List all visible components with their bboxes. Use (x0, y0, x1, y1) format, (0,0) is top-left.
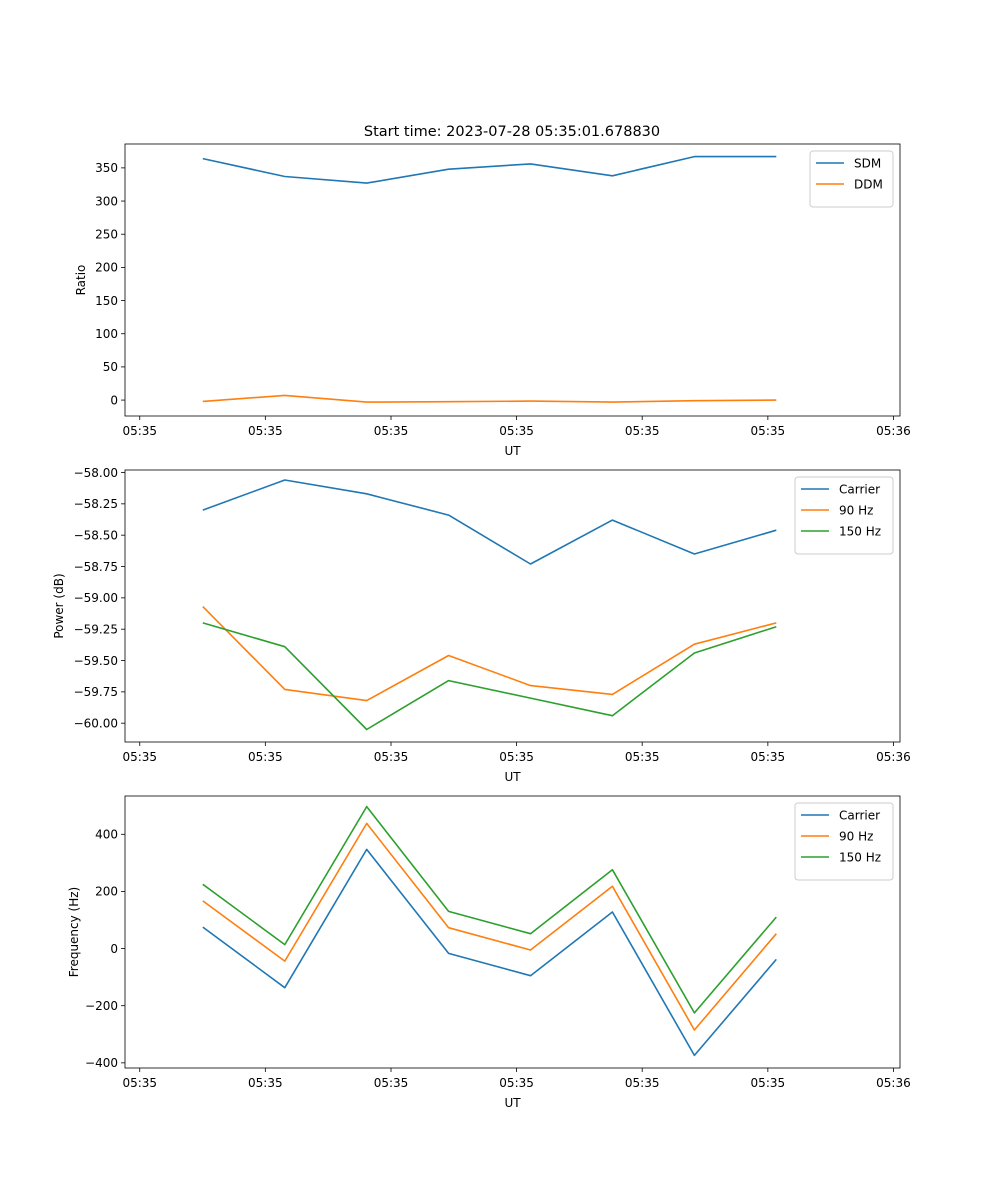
x-tick-label: 05:35 (122, 750, 157, 764)
y-tick-label: −58.00 (74, 466, 118, 480)
x-tick-label: 05:35 (751, 750, 786, 764)
x-tick-label: 05:36 (876, 424, 911, 438)
y-tick-label: 200 (95, 885, 118, 899)
legend: SDM DDM (809, 150, 894, 208)
chart-panel-1: 05:35 05:35 05:35 05:35 05:35 05:35 05:36 0 50 10… (74, 143, 911, 458)
legend: Carrier 90 Hz 150 Hz (794, 476, 894, 555)
series-line-ddm (202, 394, 777, 403)
series-line-150-hz (202, 622, 777, 731)
x-tick-label: 05:35 (499, 424, 534, 438)
legend-label: 90 Hz (839, 503, 873, 517)
y-tick-label: −59.25 (74, 622, 118, 636)
y-tick-label: −59.50 (74, 654, 118, 668)
legend-label: 150 Hz (839, 524, 881, 538)
y-tick-label: −58.50 (74, 528, 118, 542)
y-tick-label: −59.75 (74, 685, 118, 699)
axes-frame (124, 143, 901, 417)
panels: 05:35 05:35 05:35 05:35 05:35 05:35 05:36 0 50 10… (52, 143, 911, 1110)
chart-panel-2: 05:35 05:35 05:35 05:35 05:35 05:35 05:36 −60.0… (52, 466, 911, 784)
x-tick-label: 05:35 (499, 1076, 534, 1090)
y-tick-label: 200 (95, 261, 118, 275)
chart-panel-3: 05:35 05:35 05:35 05:35 05:35 05:35 05:36 −400 −… (67, 795, 911, 1110)
legend-label: Carrier (839, 482, 880, 496)
legend-label: Carrier (839, 808, 880, 822)
y-tick-label: 300 (95, 194, 118, 208)
series-line-150-hz (202, 805, 777, 1014)
y-tick-label: −58.75 (74, 560, 118, 574)
legend-label: SDM (854, 156, 881, 170)
y-tick-label: 0 (110, 393, 118, 407)
x-tick-label: 05:36 (876, 1076, 911, 1090)
y-tick-label: 350 (95, 161, 118, 175)
legend-label: DDM (854, 177, 883, 191)
legend-box (809, 150, 894, 208)
x-tick-label: 05:35 (248, 1076, 283, 1090)
series-line-carrier (202, 479, 777, 565)
series-line-90-hz (202, 822, 777, 1031)
x-tick-label: 05:35 (625, 424, 660, 438)
x-tick-label: 05:35 (374, 424, 409, 438)
legend-box (794, 476, 894, 555)
axes-frame (124, 795, 901, 1069)
legend: Carrier 90 Hz 150 Hz (794, 802, 894, 881)
x-tick-label: 05:35 (499, 750, 534, 764)
series-line-sdm (202, 155, 777, 184)
y-tick-label: −60.00 (74, 716, 118, 730)
y-tick-label: −400 (85, 1056, 118, 1070)
y-tick-label: −200 (85, 999, 118, 1013)
x-tick-label: 05:35 (751, 424, 786, 438)
y-tick-label: 100 (95, 327, 118, 341)
x-tick-label: 05:35 (625, 1076, 660, 1090)
legend-box (794, 802, 894, 881)
y-axis-label: Frequency (Hz) (67, 887, 81, 978)
y-tick-label: 250 (95, 228, 118, 242)
y-axis-label: Power (dB) (52, 573, 66, 638)
x-tick-label: 05:35 (122, 1076, 157, 1090)
y-axis-label: Ratio (74, 265, 88, 296)
x-tick-label: 05:35 (248, 750, 283, 764)
y-tick-label: 50 (103, 360, 118, 374)
x-tick-label: 05:35 (374, 1076, 409, 1090)
y-tick-label: −59.00 (74, 591, 118, 605)
x-tick-label: 05:35 (122, 424, 157, 438)
y-tick-label: 400 (95, 828, 118, 842)
x-tick-label: 05:35 (374, 750, 409, 764)
x-axis-label: UT (504, 1096, 521, 1110)
figure-title: Start time: 2023-07-28 05:35:01.678830 (364, 124, 660, 140)
series-line-carrier (202, 848, 777, 1057)
legend-label: 90 Hz (839, 829, 873, 843)
y-tick-label: −58.25 (74, 497, 118, 511)
legend-label: 150 Hz (839, 850, 881, 864)
y-tick-label: 0 (110, 942, 118, 956)
x-tick-label: 05:35 (248, 424, 283, 438)
series-line-90-hz (202, 606, 777, 702)
x-axis-label: UT (504, 444, 521, 458)
x-axis-label: UT (504, 770, 521, 784)
x-tick-label: 05:36 (876, 750, 911, 764)
x-tick-label: 05:35 (625, 750, 660, 764)
y-tick-label: 150 (95, 294, 118, 308)
x-tick-label: 05:35 (751, 1076, 786, 1090)
axes-frame (124, 469, 901, 743)
